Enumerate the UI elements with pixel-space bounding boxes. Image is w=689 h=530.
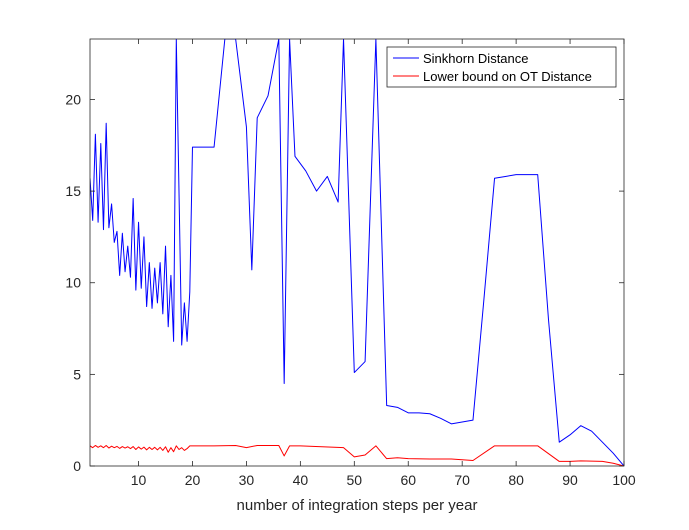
legend-entry: Sinkhorn Distance <box>423 51 529 66</box>
series-line-1 <box>90 39 624 466</box>
x-tick-label: 50 <box>347 472 363 488</box>
legend-box <box>386 46 617 88</box>
x-tick-label: 30 <box>239 472 255 488</box>
x-tick-label: 60 <box>400 472 416 488</box>
y-tick-label: 5 <box>73 366 81 382</box>
x-tick-label: 80 <box>508 472 524 488</box>
x-tick-label: 70 <box>454 472 470 488</box>
x-tick-label: 20 <box>185 472 201 488</box>
axes-box <box>89 38 625 467</box>
x-tick-label: 10 <box>131 472 147 488</box>
y-tick-label: 0 <box>73 458 81 474</box>
legend: Sinkhorn Distance Lower bound on OT Dista… <box>386 46 617 88</box>
series-line-2 <box>90 444 624 466</box>
x-axis-label: number of integration steps per year <box>237 497 478 514</box>
x-tick-label: 90 <box>562 472 578 488</box>
axes-background <box>90 39 624 466</box>
y-tick-label: 10 <box>65 275 81 291</box>
y-tick-label: 20 <box>65 91 81 107</box>
y-axis-ticks: 0 5 10 15 20 <box>65 91 624 474</box>
legend-entry: Lower bound on OT Distance <box>423 69 592 84</box>
x-axis-ticks: 10 20 30 40 50 60 70 80 90 100 <box>131 39 636 488</box>
x-tick-label: 100 <box>612 472 636 488</box>
x-tick-label: 40 <box>293 472 309 488</box>
y-tick-label: 15 <box>65 183 81 199</box>
plot-area <box>90 39 624 466</box>
